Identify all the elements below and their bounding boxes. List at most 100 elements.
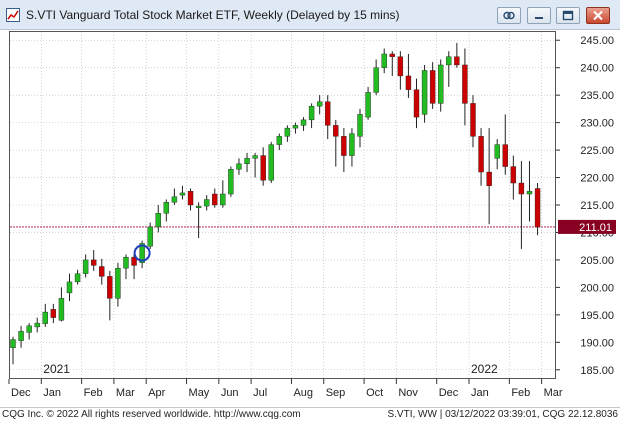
candle-body (74, 273, 81, 283)
symbol-timestamp: S.VTI, WW | 03/12/2022 03:39:01, CQG 22.… (387, 409, 618, 420)
chart-plot-area[interactable]: 2021 2022 (8, 31, 556, 379)
candle[interactable] (212, 188, 218, 208)
candle[interactable] (405, 53, 412, 98)
candlestick-chart[interactable]: 2021 2022 (8, 32, 555, 378)
candle[interactable] (244, 152, 250, 173)
candle[interactable] (292, 122, 299, 134)
candle[interactable] (10, 336, 16, 365)
candle-body (155, 213, 161, 228)
candle[interactable] (389, 51, 395, 76)
candle[interactable] (268, 141, 274, 184)
candle[interactable] (115, 262, 121, 307)
candle[interactable] (74, 269, 81, 285)
candle[interactable] (42, 303, 48, 327)
candle[interactable] (228, 166, 234, 197)
price-axis-labels: 245.00 240.00 235.00 230.00 225.00 220.00 215.… (556, 35, 616, 377)
candle[interactable] (276, 133, 283, 151)
candle[interactable] (534, 183, 541, 236)
candle[interactable] (66, 273, 73, 302)
link-button[interactable] (497, 7, 521, 24)
candle[interactable] (413, 78, 420, 129)
candle[interactable] (454, 42, 460, 68)
y-tick-label: 245.00 (580, 35, 614, 47)
candle-body (349, 133, 355, 156)
candle[interactable] (341, 128, 347, 173)
candle[interactable] (147, 222, 153, 249)
candle-body (131, 256, 137, 266)
candle[interactable] (123, 254, 129, 280)
candle[interactable] (50, 303, 57, 324)
candle[interactable] (58, 287, 65, 322)
y-tick-label: 230.00 (580, 118, 614, 130)
candle-body (454, 56, 460, 66)
candle[interactable] (284, 125, 291, 142)
candle[interactable] (316, 95, 323, 115)
candle[interactable] (171, 188, 178, 205)
candle[interactable] (179, 185, 186, 200)
candle-body (163, 202, 170, 214)
candle-body (260, 155, 266, 181)
candle-body (462, 64, 468, 104)
candle-body (123, 256, 129, 269)
candle-body (220, 193, 226, 206)
candle-body (357, 114, 363, 137)
candle[interactable] (300, 117, 307, 131)
candle[interactable] (470, 95, 476, 148)
candle[interactable] (381, 48, 387, 74)
maximize-button[interactable] (556, 7, 580, 24)
candle-body (195, 205, 202, 208)
candle[interactable] (526, 161, 533, 222)
candle[interactable] (486, 128, 492, 225)
y-tick-label: 185.00 (580, 365, 614, 377)
y-tick-label: 225.00 (580, 145, 614, 157)
candle[interactable] (421, 64, 428, 123)
candle[interactable] (397, 51, 404, 90)
candle-body (486, 171, 492, 186)
candle[interactable] (308, 103, 315, 129)
candle[interactable] (26, 323, 32, 340)
x-month-label: Apr (148, 387, 165, 399)
candle-body (10, 339, 16, 348)
restore-button[interactable] (527, 7, 551, 24)
candle-body (365, 92, 371, 118)
candle-body (99, 266, 105, 277)
candle[interactable] (131, 254, 137, 280)
candle[interactable] (220, 180, 226, 208)
candle[interactable] (494, 139, 500, 170)
candle[interactable] (163, 199, 170, 222)
candle[interactable] (438, 59, 444, 112)
candle[interactable] (429, 62, 436, 109)
close-button[interactable] (586, 7, 610, 24)
candle-body (58, 298, 65, 321)
candle-body (381, 53, 387, 68)
highlight-circle (133, 244, 151, 262)
candle[interactable] (203, 195, 210, 211)
candle[interactable] (82, 254, 89, 278)
candle[interactable] (187, 188, 194, 211)
candle[interactable] (333, 119, 339, 167)
candle[interactable] (252, 152, 258, 178)
candle[interactable] (107, 270, 113, 321)
candle[interactable] (260, 147, 266, 186)
candle[interactable] (34, 317, 40, 333)
candle[interactable] (510, 155, 517, 200)
candle[interactable] (502, 114, 508, 175)
x-month-label: Mar (116, 387, 135, 399)
candle[interactable] (90, 250, 97, 271)
candle[interactable] (518, 161, 525, 249)
candle[interactable] (365, 86, 371, 120)
candle[interactable] (155, 205, 161, 233)
candle[interactable] (325, 95, 331, 140)
candle[interactable] (99, 258, 105, 285)
candle[interactable] (236, 158, 242, 175)
candle[interactable] (195, 202, 202, 238)
candle-body (405, 75, 412, 90)
candle[interactable] (357, 108, 363, 148)
candle[interactable] (373, 59, 379, 96)
candle[interactable] (446, 51, 452, 87)
candle[interactable] (18, 325, 24, 348)
candle[interactable] (462, 48, 468, 126)
candle-body (397, 56, 404, 77)
candle[interactable] (478, 128, 484, 186)
candle[interactable] (349, 128, 355, 167)
